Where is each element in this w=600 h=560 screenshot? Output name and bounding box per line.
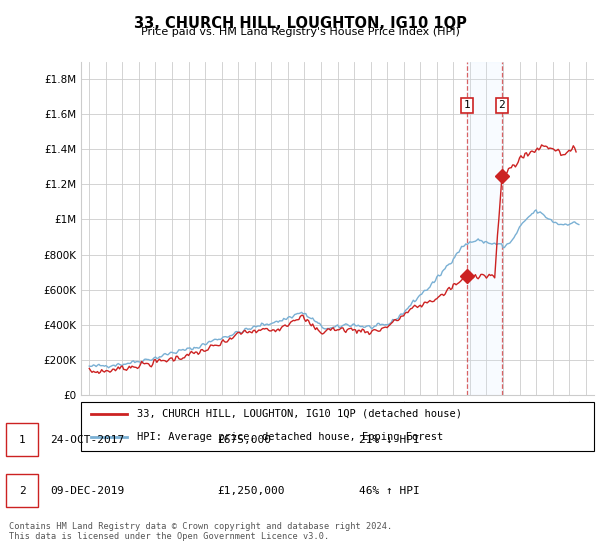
- FancyBboxPatch shape: [6, 474, 38, 507]
- Text: 24-OCT-2017: 24-OCT-2017: [50, 435, 124, 445]
- Text: 33, CHURCH HILL, LOUGHTON, IG10 1QP (detached house): 33, CHURCH HILL, LOUGHTON, IG10 1QP (det…: [137, 409, 463, 419]
- Bar: [467, 62, 502, 395]
- Text: £1,250,000: £1,250,000: [218, 486, 285, 496]
- Text: 21% ↓ HPI: 21% ↓ HPI: [359, 435, 419, 445]
- Text: 46% ↑ HPI: 46% ↑ HPI: [359, 486, 419, 496]
- Text: Contains HM Land Registry data © Crown copyright and database right 2024.
This d: Contains HM Land Registry data © Crown c…: [9, 522, 392, 542]
- Text: Price paid vs. HM Land Registry's House Price Index (HPI): Price paid vs. HM Land Registry's House …: [140, 27, 460, 37]
- FancyBboxPatch shape: [6, 423, 38, 456]
- Text: £675,000: £675,000: [218, 435, 272, 445]
- Text: HPI: Average price, detached house, Epping Forest: HPI: Average price, detached house, Eppi…: [137, 432, 443, 442]
- Text: 33, CHURCH HILL, LOUGHTON, IG10 1QP: 33, CHURCH HILL, LOUGHTON, IG10 1QP: [134, 16, 466, 31]
- Text: 2: 2: [19, 486, 26, 496]
- Text: 2: 2: [499, 100, 505, 110]
- Text: 1: 1: [464, 100, 470, 110]
- Text: 1: 1: [19, 435, 26, 445]
- Text: 09-DEC-2019: 09-DEC-2019: [50, 486, 124, 496]
